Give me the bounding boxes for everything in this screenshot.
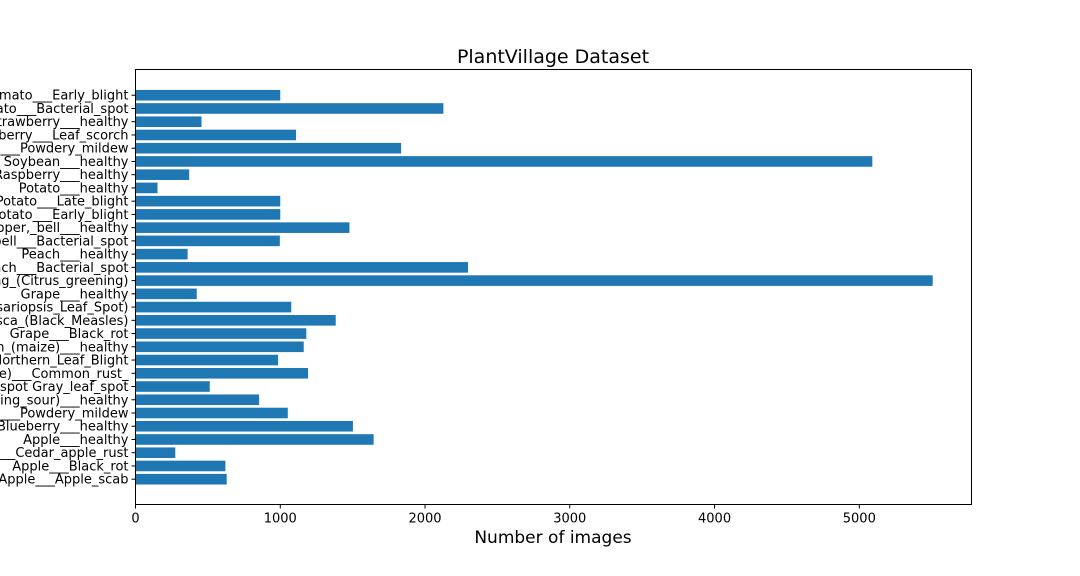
y-tick-label: Pepper,_bell___healthy	[0, 221, 129, 236]
bar	[135, 222, 350, 233]
bar	[135, 103, 444, 114]
bar	[135, 129, 297, 141]
plot-frame	[135, 69, 972, 505]
bar	[135, 367, 309, 379]
bar	[135, 394, 260, 406]
x-tick-label: 4000	[698, 512, 731, 527]
x-axis-ticks: 0 1000 2000 3000 4000 5000	[131, 504, 876, 527]
x-tick-label: 2000	[408, 512, 441, 527]
bar	[135, 116, 202, 128]
x-tick-label: 1000	[264, 512, 297, 527]
bar	[135, 235, 280, 247]
bar	[135, 275, 933, 286]
x-tick-label: 5000	[843, 512, 876, 527]
bar	[135, 301, 292, 313]
y-tick-label: Corn_(maize)___healthy	[0, 340, 129, 355]
bar	[135, 434, 374, 445]
y-tick-label: Squash___Powdery_mildew	[0, 142, 129, 157]
y-tick-label: Apple___healthy	[23, 433, 129, 448]
y-tick-label: Apple___Black_rot	[12, 459, 128, 474]
bar	[135, 209, 281, 220]
bar	[135, 447, 176, 459]
y-tick-label: Corn_(maize)___Northern_Leaf_Blight	[0, 354, 129, 369]
y-tick-label: Grape___Black_rot	[10, 327, 129, 342]
y-tick-label: Potato___healthy	[19, 181, 129, 196]
bar	[135, 473, 227, 485]
y-tick-label: Peach___healthy	[21, 248, 128, 263]
x-axis-label: Number of images	[474, 528, 631, 548]
bar	[135, 89, 281, 101]
y-tick-label: Raspberry___healthy	[0, 168, 129, 183]
y-tick-label: Tomato___Bacterial_spot	[0, 102, 129, 117]
y-tick-label: Corn_(maize)___Cercospora_leaf_spot Gray…	[0, 380, 129, 395]
y-tick-label: Blueberry___healthy	[0, 420, 129, 435]
y-tick-label: Strawberry___healthy	[0, 115, 129, 130]
bar	[135, 407, 288, 419]
bar	[135, 248, 188, 260]
bar	[135, 315, 336, 326]
y-tick-label: Grape___healthy	[21, 287, 129, 302]
y-axis-ticks: Apple___Apple_scabApple___Black_rotApple…	[0, 89, 136, 488]
bar	[135, 381, 210, 392]
bar	[135, 341, 304, 353]
y-tick-label: Grape___Leaf_blight_(Isariopsis_Leaf_Spo…	[0, 301, 129, 316]
bar	[135, 288, 197, 300]
y-tick-label: Strawberry___Leaf_scorch	[0, 128, 129, 143]
x-tick-label: 3000	[553, 512, 586, 527]
y-tick-label: Potato___Early_blight	[0, 208, 129, 223]
bar	[135, 169, 190, 180]
y-tick-label: Cherry_(including_sour)___Powdery_mildew	[0, 407, 129, 422]
bar	[135, 156, 873, 167]
y-tick-label: Apple___Apple_scab	[0, 473, 129, 488]
y-tick-label: Apple___Cedar_apple_rust	[0, 446, 129, 461]
y-tick-label: Peach___Bacterial_spot	[0, 261, 129, 276]
y-tick-label: Grape___Esca_(Black_Measles)	[0, 314, 129, 329]
bar	[135, 420, 353, 432]
bar	[135, 262, 469, 273]
bar	[135, 142, 402, 154]
y-tick-label: Orange___Haunglongbing_(Citrus_greening)	[0, 274, 129, 289]
bar	[135, 195, 281, 207]
y-tick-label: Soybean___healthy	[4, 155, 129, 170]
y-tick-label: Tomato___Early_blight	[0, 89, 129, 104]
bar	[135, 182, 158, 194]
bar	[135, 460, 226, 472]
bar	[135, 328, 307, 339]
x-tick-label: 0	[131, 512, 139, 527]
y-tick-label: Corn_(maize)___Common_rust_	[0, 367, 129, 382]
y-tick-label: Cherry_(including_sour)___healthy	[0, 393, 129, 408]
chart-title: PlantVillage Dataset	[457, 46, 649, 68]
bar	[135, 354, 279, 366]
y-tick-label: Pepper,_bell___Bacterial_spot	[0, 234, 129, 249]
bars-group	[135, 89, 933, 485]
y-tick-label: Potato___Late_blight	[0, 195, 129, 210]
